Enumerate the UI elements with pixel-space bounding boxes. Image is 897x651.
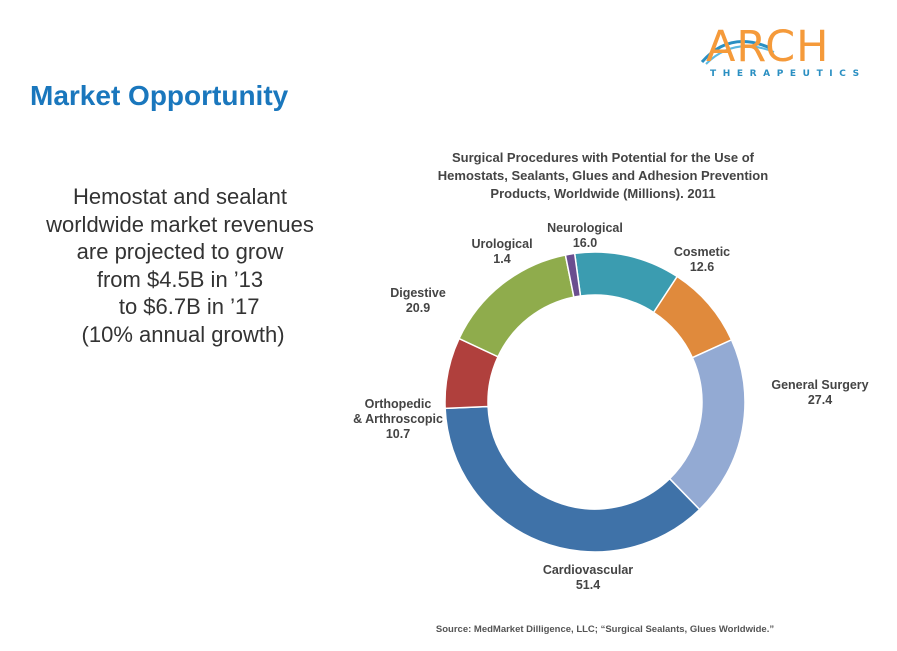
slice-value-label: 1.4 — [493, 252, 510, 266]
market-summary-text: Hemostat and sealant worldwide market re… — [20, 183, 340, 348]
arch-therapeutics-logo: ARCH THERAPEUTICS — [700, 24, 884, 80]
slice-category-label: Neurological — [547, 221, 623, 235]
donut-slice-digestive — [458, 254, 575, 358]
chart-title-line: Products, Worldwide (Millions). 2011 — [490, 186, 715, 201]
chart-source: Source: MedMarket Dilligence, LLC; “Surg… — [436, 624, 774, 635]
donut-slice-cardiovascular — [444, 405, 701, 553]
slice-category-label: & Arthroscopic — [353, 412, 443, 426]
donut-slice-general-surgery — [668, 338, 746, 511]
chart-title-line: Surgical Procedures with Potential for t… — [452, 150, 755, 165]
slice-value-label: 12.6 — [690, 260, 714, 274]
summary-line: to $6.7B in ’17 — [100, 294, 260, 319]
slice-category-label: Orthopedic — [365, 397, 432, 411]
surgical-procedures-donut-chart: Surgical Procedures with Potential for t… — [353, 150, 869, 635]
slice-value-label: 27.4 — [808, 393, 832, 407]
slice-category-label: Urological — [471, 237, 532, 251]
donut-slices — [444, 251, 746, 553]
summary-line: Hemostat and sealant — [72, 184, 288, 209]
summary-line: (10% annual growth) — [75, 321, 285, 347]
donut-slice-urological — [564, 252, 582, 298]
slice-category-label: Cardiovascular — [543, 563, 633, 577]
chart-title-line: Hemostats, Sealants, Glues and Adhesion … — [438, 168, 768, 183]
slice-value-label: 10.7 — [386, 427, 410, 441]
slice-category-label: Digestive — [390, 286, 446, 300]
page-title: Market Opportunity — [30, 80, 289, 111]
slice-category-label: Cosmetic — [674, 245, 730, 259]
chart-title: Surgical Procedures with Potential for t… — [438, 150, 768, 201]
logo-swoosh-icon — [700, 40, 775, 65]
summary-line: from $4.5B in ’13 — [96, 266, 264, 292]
logo-wordmark: ARCH — [706, 22, 830, 72]
slice-value-label: 20.9 — [406, 301, 430, 315]
slice-category-label: General Surgery — [771, 378, 868, 392]
slice-value-label: 16.0 — [573, 236, 597, 250]
summary-line: are projected to grow — [76, 239, 284, 264]
slice-value-label: 51.4 — [576, 578, 600, 592]
logo-tagline: THERAPEUTICS — [710, 69, 866, 79]
summary-line: worldwide market revenues — [46, 211, 314, 237]
